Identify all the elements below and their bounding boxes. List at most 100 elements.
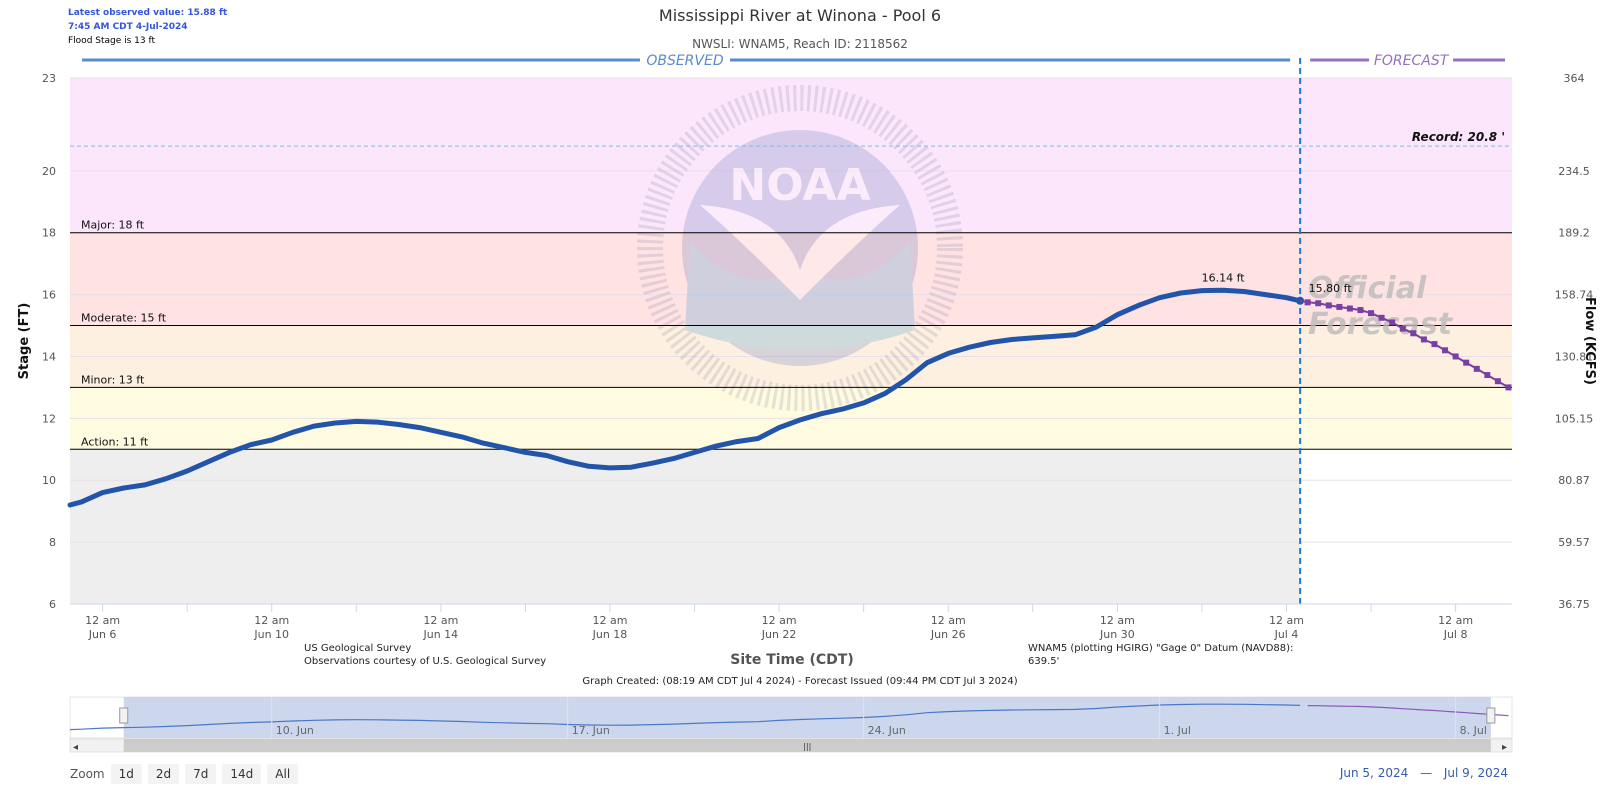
- threshold-label-major: Major: 18 ft: [81, 219, 145, 232]
- forecast-point-4: [1346, 305, 1353, 312]
- navigator-observed-line: [69, 703, 1301, 731]
- forecast-header-label: FORECAST: [1374, 53, 1450, 69]
- forecast-point-11: [1420, 336, 1427, 343]
- zoom-14d-button[interactable]: 14d: [222, 764, 262, 784]
- latest-info: Latest observed value: 15.88 ft 7:45 AM …: [68, 6, 227, 48]
- y2-tick-label-1: 59.57: [1558, 536, 1590, 549]
- noaa-watermark-logo: NOAA: [637, 85, 963, 411]
- x-tick-date-6: Jun 30: [1099, 628, 1135, 641]
- zoom-all-button[interactable]: All: [267, 764, 299, 784]
- navigator-label-2: 24. Jun: [868, 724, 906, 737]
- range-separator: —: [1420, 766, 1433, 780]
- y-tick-label-3: 12: [42, 412, 56, 425]
- official-forecast-watermark-1: Official: [1308, 271, 1427, 306]
- x-tick-time-1: 12 am: [254, 614, 289, 627]
- forecast-point-0: [1304, 299, 1311, 306]
- below-action-band: [70, 449, 1301, 604]
- forecast-point-6: [1368, 310, 1375, 317]
- navigator-forecast-line: [1307, 705, 1509, 717]
- range-to[interactable]: Jul 9, 2024: [1443, 766, 1508, 780]
- scrollbar-right-arrow-icon[interactable]: ▸: [1502, 742, 1507, 753]
- navigator-right-handle[interactable]: [1486, 707, 1496, 724]
- usgs-credit-line2: Observations courtesy of U.S. Geological…: [304, 656, 547, 667]
- noaa-logo-circle: [682, 130, 918, 366]
- x-tick-time-7: 12 am: [1269, 614, 1304, 627]
- record-label: Record: 20.8 ': [1412, 130, 1505, 144]
- forecast-point-14: [1452, 353, 1459, 360]
- x-tick-date-3: Jun 18: [592, 628, 628, 641]
- forecast-point-8: [1389, 319, 1396, 326]
- noaa-logo-text: NOAA: [729, 160, 870, 211]
- zoom-1d-button[interactable]: 1d: [110, 764, 142, 784]
- forecast-point-2: [1325, 302, 1332, 309]
- threshold-label-moderate: Moderate: 15 ft: [81, 312, 167, 325]
- navigator-selection: [123, 697, 1491, 738]
- forecast-point-1: [1315, 300, 1322, 307]
- y-tick-label-0: 6: [49, 598, 56, 611]
- forecast-point-18: [1494, 378, 1501, 385]
- observed-header-label: OBSERVED: [646, 53, 724, 69]
- x-tick-time-5: 12 am: [931, 614, 966, 627]
- x-tick-time-6: 12 am: [1100, 614, 1135, 627]
- x-tick-date-2: Jun 14: [423, 628, 459, 641]
- data-annotation-0: 16.14 ft: [1202, 271, 1246, 284]
- x-tick-date-7: Jul 4: [1274, 628, 1299, 641]
- x-tick-date-8: Jul 8: [1443, 628, 1468, 641]
- datum-note-line2: 639.5': [1028, 656, 1060, 667]
- threshold-label-action: Action: 11 ft: [81, 435, 149, 448]
- navigator-label-3: 1. Jul: [1164, 724, 1191, 737]
- forecast-point-19: [1505, 384, 1512, 391]
- zoom-controls: Zoom 1d 2d 7d 14d All: [70, 764, 299, 784]
- y2-tick-label-8: 364: [1564, 72, 1585, 85]
- data-annotation-1: 15.80 ft: [1309, 282, 1353, 295]
- chart-subtitle: NWSLI: WNAM5, Reach ID: 2118562: [692, 37, 908, 51]
- forecast-point-16: [1473, 365, 1480, 372]
- latest-time: 7:45 AM CDT 4-Jul-2024: [68, 22, 188, 32]
- navigator-label-1: 17. Jun: [572, 724, 610, 737]
- y2-tick-label-3: 105.15: [1555, 412, 1594, 425]
- x-tick-date-1: Jun 10: [253, 628, 289, 641]
- x-tick-time-0: 12 am: [85, 614, 120, 627]
- latest-value: Latest observed value: 15.88 ft: [68, 8, 228, 18]
- official-forecast-watermark-2: Forecast: [1308, 307, 1454, 342]
- scrollbar-left-arrow-icon[interactable]: ◂: [73, 742, 78, 753]
- y2-tick-label-5: 158.74: [1555, 289, 1594, 302]
- zoom-label: Zoom: [70, 767, 105, 781]
- forecast-point-3: [1336, 303, 1343, 310]
- usgs-credit-line1: US Geological Survey: [304, 643, 412, 654]
- y2-tick-label-6: 189.2: [1558, 227, 1590, 240]
- usgs-credit: US Geological Survey Observations courte…: [304, 642, 546, 668]
- y2-tick-label-7: 234.5: [1558, 165, 1590, 178]
- y-tick-label-4: 14: [42, 350, 56, 363]
- datum-note: WNAM5 (plotting HGIRG) "Gage 0" Datum (N…: [1028, 642, 1293, 668]
- flood-band-2: [70, 232, 1512, 326]
- forecast-point-7: [1378, 314, 1385, 321]
- noaa-logo-ring: [637, 85, 963, 411]
- range-from[interactable]: Jun 5, 2024: [1339, 766, 1409, 780]
- scrollbar-grip-icon: |||: [803, 742, 811, 751]
- zoom-2d-button[interactable]: 2d: [147, 764, 180, 784]
- x-tick-date-0: Jun 6: [88, 628, 117, 641]
- flood-band-0: [70, 78, 1512, 147]
- graph-created-note: Graph Created: (08:19 AM CDT Jul 4 2024)…: [582, 676, 1018, 687]
- forecast-point-13: [1442, 347, 1449, 354]
- forecast-point-9: [1399, 325, 1406, 332]
- y2-tick-label-0: 36.75: [1558, 598, 1590, 611]
- x-tick-date-5: Jun 26: [930, 628, 966, 641]
- navigator-left-handle[interactable]: [119, 707, 129, 724]
- forecast-point-5: [1357, 307, 1364, 314]
- chart-title: Mississippi River at Winona - Pool 6: [658, 6, 942, 25]
- navigator-label-0: 10. Jun: [276, 724, 314, 737]
- y-tick-label-8: 23: [42, 72, 56, 85]
- x-tick-time-8: 12 am: [1438, 614, 1473, 627]
- observed-stage-line: [67, 287, 1303, 508]
- forecast-point-15: [1463, 359, 1470, 366]
- y2-axis-title: Flow (KCFS): [1582, 297, 1597, 385]
- datum-note-line1: WNAM5 (plotting HGIRG) "Gage 0" Datum (N…: [1028, 643, 1294, 654]
- flood-stage-note: Flood Stage is 13 ft: [68, 36, 156, 46]
- zoom-7d-button[interactable]: 7d: [185, 764, 217, 784]
- y-axis-title: Stage (FT): [17, 303, 32, 380]
- scrollbar-thumb[interactable]: [123, 739, 1491, 752]
- y-tick-label-1: 8: [49, 536, 56, 549]
